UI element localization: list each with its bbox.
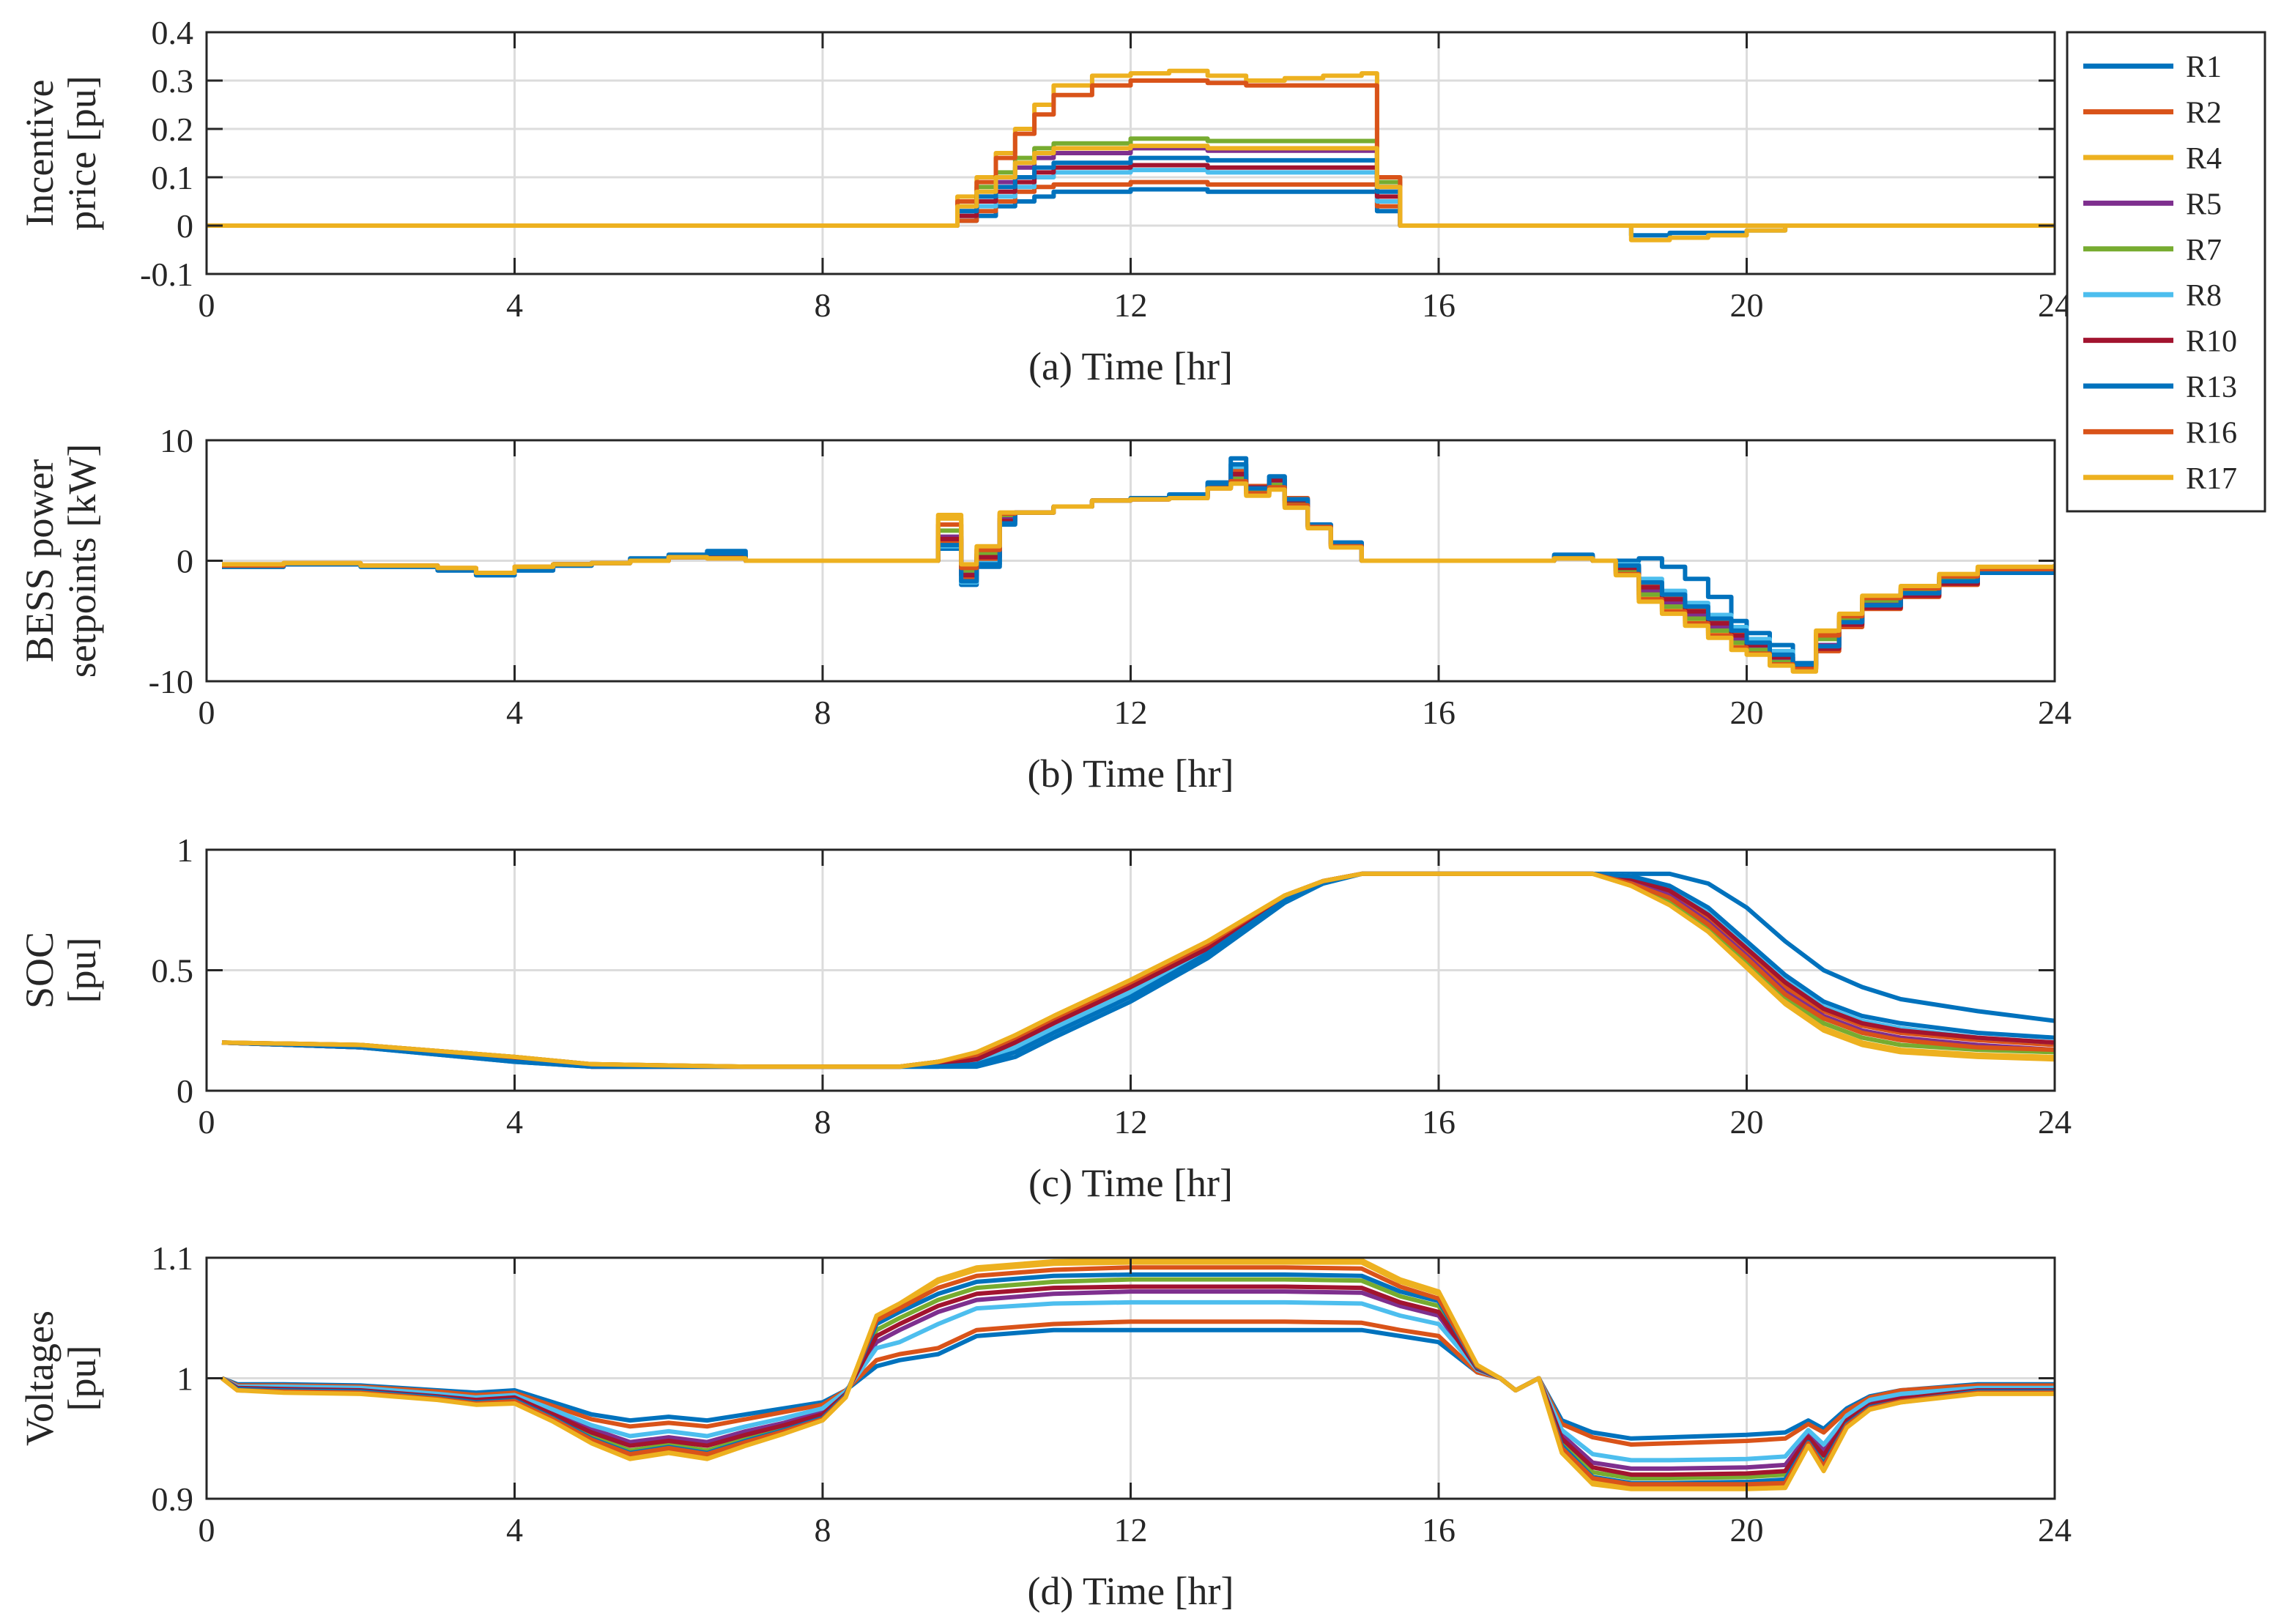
x-tick-label: 20 <box>1730 286 1764 324</box>
series-line-d-r17 <box>220 1258 2055 1491</box>
legend-item-r2: R2 <box>2083 97 2222 130</box>
panels: 0 4 8 12 16 20 24-0.100.10.20.30.4(a) Time [hr… <box>18 14 2072 1613</box>
legend-item-r13: R13 <box>2083 371 2237 404</box>
x-tick-label: 12 <box>1114 694 1148 731</box>
legend-label: R8 <box>2186 279 2222 313</box>
y-tick-label: 0.5 <box>152 952 194 990</box>
legend-label: R4 <box>2186 142 2222 176</box>
y-tick-label: 0.9 <box>152 1480 194 1518</box>
y-axis-label-a: Incentive <box>18 80 62 227</box>
x-tick-label: 16 <box>1422 1103 1456 1141</box>
y-tick-label: 0 <box>177 1072 193 1110</box>
series-line-a-r4 <box>207 68 2055 242</box>
x-tick-label: 16 <box>1422 694 1456 731</box>
x-axis-label-c: (c) Time [hr] <box>1028 1161 1233 1205</box>
x-tick-label: 16 <box>1422 1511 1456 1549</box>
legend-item-r5: R5 <box>2083 188 2222 221</box>
x-tick-label: 8 <box>815 286 831 324</box>
legend-label: R1 <box>2186 51 2222 84</box>
y-axis-label-a: price [pu] <box>60 75 104 230</box>
legend-item-r1: R1 <box>2083 51 2222 84</box>
y-axis-label-d: [pu] <box>60 1346 104 1412</box>
legend-item-r7: R7 <box>2083 234 2222 267</box>
y-axis-label-b: setpoints [kW] <box>60 444 104 678</box>
series-line-d-r2 <box>220 1319 2055 1447</box>
x-tick-label: 4 <box>506 1103 523 1141</box>
y-axis-label-b: BESS power <box>18 459 62 663</box>
x-tick-label: 4 <box>506 1511 523 1549</box>
x-tick-label: 4 <box>506 286 523 324</box>
series-group-b <box>222 456 2055 674</box>
series-group-d <box>220 1258 2055 1491</box>
series-line-a-r1 <box>207 187 2055 238</box>
x-axis-label-d: (d) Time [hr] <box>1028 1569 1234 1613</box>
series-line-d-r10 <box>220 1284 2055 1477</box>
y-tick-label: 0 <box>177 543 193 580</box>
y-axis-label-c: [pu] <box>60 938 104 1004</box>
series-line-a-r17 <box>207 144 2055 228</box>
series-line-a-r16 <box>207 78 2055 228</box>
y-axis-label-d: Voltages <box>18 1310 62 1446</box>
y-tick-label: 0.2 <box>152 111 194 148</box>
legend-item-r10: R10 <box>2083 325 2237 359</box>
legend-label: R13 <box>2186 371 2237 404</box>
legend-item-r16: R16 <box>2083 416 2237 450</box>
y-tick-label: 10 <box>160 422 193 459</box>
series-line-d-r16 <box>220 1265 2055 1487</box>
x-axis-label-b: (b) Time [hr] <box>1028 752 1234 796</box>
legend-label: R17 <box>2186 462 2237 496</box>
legend-label: R2 <box>2186 97 2222 130</box>
x-tick-label: 8 <box>815 694 831 731</box>
series-line-b-r17 <box>222 481 2055 674</box>
x-tick-label: 0 <box>199 694 215 731</box>
y-tick-label: 1.1 <box>152 1239 194 1277</box>
x-tick-label: 24 <box>2038 286 2072 324</box>
y-tick-label: -10 <box>149 663 193 700</box>
legend-item-r4: R4 <box>2083 142 2222 176</box>
x-tick-label: 24 <box>2038 1103 2072 1141</box>
legend: R1 R2 R4 R5 R7 R8 R10 R13 R16 R17 <box>2066 31 2266 513</box>
x-tick-label: 8 <box>815 1511 831 1549</box>
x-tick-label: 12 <box>1114 1103 1148 1141</box>
x-tick-label: 20 <box>1730 694 1764 731</box>
x-tick-label: 8 <box>815 1103 831 1141</box>
x-tick-label: 24 <box>2038 1511 2072 1549</box>
series-group-a <box>207 68 2055 242</box>
series-line-d-r8 <box>220 1299 2055 1463</box>
legend-label: R5 <box>2186 188 2222 221</box>
x-tick-label: 20 <box>1730 1511 1764 1549</box>
x-tick-label: 12 <box>1114 1511 1148 1549</box>
panel-a: 0 4 8 12 16 20 24-0.100.10.20.30.4(a) Time [hr… <box>18 14 2072 388</box>
x-tick-label: 0 <box>199 1103 215 1141</box>
y-axis-label-c: SOC <box>18 932 62 1009</box>
legend-item-r8: R8 <box>2083 279 2222 313</box>
legend-label: R16 <box>2186 416 2237 450</box>
legend-label: R10 <box>2186 325 2237 359</box>
panel-c: 0 4 8 12 16 20 24 0 0.5 1 (c) Time [hr] SOC[pu] <box>18 831 2072 1205</box>
x-tick-label: 24 <box>2038 694 2072 731</box>
x-tick-label: 0 <box>199 286 215 324</box>
legend-label: R7 <box>2186 234 2222 267</box>
y-tick-label: 0.4 <box>152 14 194 51</box>
x-tick-label: 12 <box>1114 286 1148 324</box>
y-tick-label: -0.1 <box>140 256 193 293</box>
legend-item-r17: R17 <box>2083 462 2237 496</box>
y-tick-label: 0.3 <box>152 62 194 100</box>
y-tick-label: 0.1 <box>152 159 194 196</box>
series-line-d-r5 <box>220 1289 2055 1471</box>
series-line-d-r1 <box>220 1327 2055 1441</box>
x-axis-label-a: (a) Time [hr] <box>1028 344 1233 388</box>
x-tick-label: 20 <box>1730 1103 1764 1141</box>
x-tick-label: 16 <box>1422 286 1456 324</box>
panel-d: 0 4 8 12 16 20 24 0.9 1 1.1 (d) Time [hr] Voltages[… <box>18 1239 2072 1613</box>
x-tick-label: 0 <box>199 1511 215 1549</box>
x-tick-label: 4 <box>506 694 523 731</box>
y-tick-label: 0 <box>177 207 193 245</box>
y-tick-label: 1 <box>177 1360 193 1398</box>
y-tick-label: 1 <box>177 831 193 869</box>
series-group-c <box>221 871 2055 1069</box>
series-line-c-r17 <box>221 871 2055 1069</box>
